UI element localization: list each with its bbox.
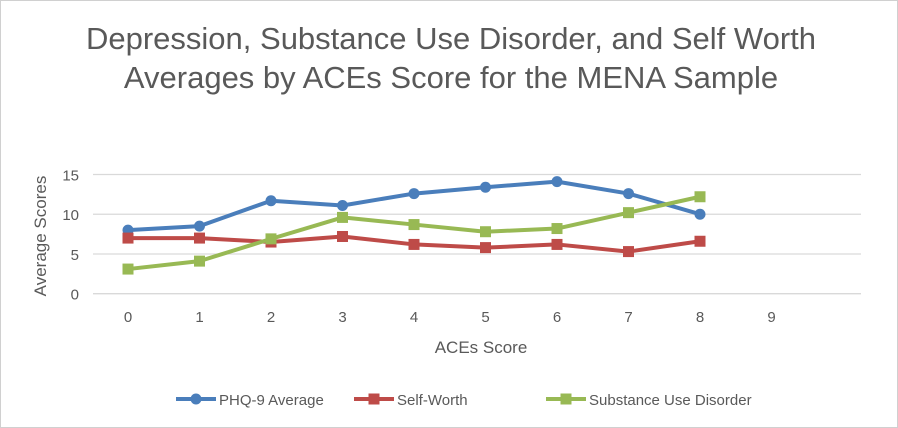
x-tick-label: 1 bbox=[195, 309, 203, 326]
data-point bbox=[551, 176, 563, 188]
legend-marker bbox=[190, 393, 202, 405]
chart-title: Depression, Substance Use Disorder, and … bbox=[85, 21, 816, 95]
data-point bbox=[551, 238, 563, 250]
y-tick-label: 5 bbox=[71, 247, 79, 264]
data-point bbox=[694, 235, 706, 247]
x-tick-label: 9 bbox=[767, 309, 775, 326]
data-point bbox=[623, 246, 634, 258]
data-point bbox=[408, 188, 420, 200]
x-tick-label: 0 bbox=[124, 309, 132, 326]
x-tick-label: 7 bbox=[624, 309, 632, 326]
x-tick-label: 4 bbox=[410, 309, 418, 326]
data-point bbox=[551, 223, 563, 235]
data-point bbox=[337, 199, 348, 211]
x-tick-label: 8 bbox=[696, 309, 704, 326]
data-point bbox=[194, 255, 205, 267]
y-tick-label: 10 bbox=[62, 207, 79, 224]
y-tick-label: 15 bbox=[62, 168, 79, 185]
data-point bbox=[122, 232, 134, 244]
x-tick-label: 2 bbox=[267, 309, 275, 326]
legend-marker bbox=[368, 393, 380, 405]
data-point bbox=[408, 219, 420, 231]
legend-label: Substance Use Disorder bbox=[589, 392, 752, 409]
x-axis-label: ACEs Score bbox=[435, 338, 528, 357]
legend-label: PHQ-9 Average bbox=[219, 392, 324, 409]
data-point bbox=[194, 220, 205, 232]
data-point bbox=[122, 263, 134, 275]
series-line-2 bbox=[127, 194, 701, 272]
x-tick-label: 5 bbox=[481, 309, 489, 326]
data-point bbox=[265, 233, 277, 245]
data-point bbox=[337, 230, 348, 242]
x-tick-label: 6 bbox=[553, 309, 561, 326]
data-point bbox=[480, 226, 491, 238]
legend-marker bbox=[560, 393, 572, 405]
data-point bbox=[623, 188, 634, 200]
data-point bbox=[337, 211, 348, 223]
data-point bbox=[265, 195, 277, 207]
data-point bbox=[408, 238, 420, 250]
data-point bbox=[194, 232, 205, 244]
legend-label: Self-Worth bbox=[397, 392, 468, 409]
data-point bbox=[694, 191, 706, 203]
data-point bbox=[480, 181, 491, 193]
x-tick-label: 3 bbox=[338, 309, 346, 326]
data-point bbox=[480, 242, 491, 254]
data-point bbox=[623, 207, 634, 219]
y-axis-label: Average Scores bbox=[31, 176, 50, 297]
data-point bbox=[694, 208, 706, 220]
y-tick-label: 0 bbox=[71, 287, 79, 304]
